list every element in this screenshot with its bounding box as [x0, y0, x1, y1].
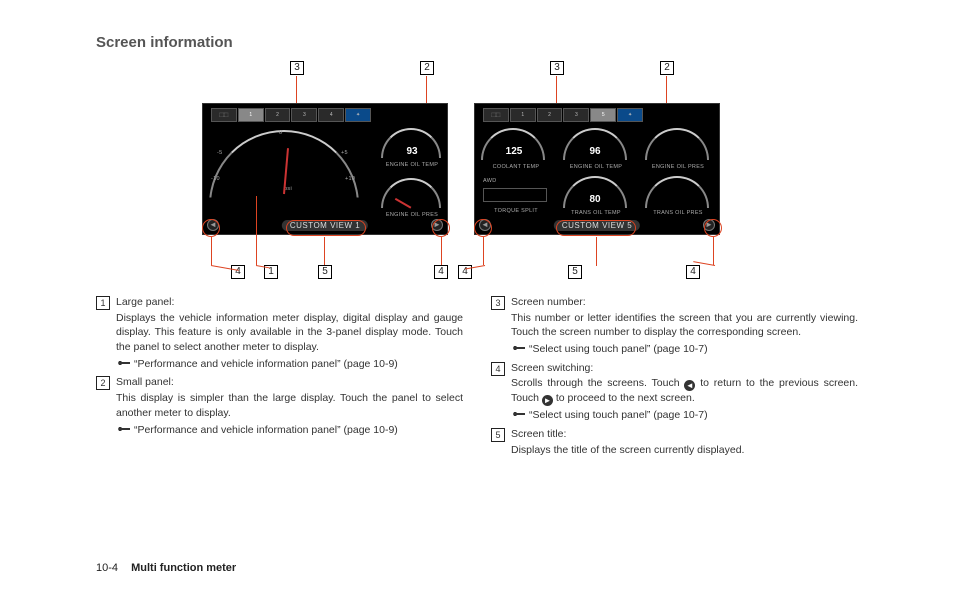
- page-number: 10-4: [96, 562, 118, 574]
- item-number: 4: [491, 362, 505, 376]
- next-arrow-icon: ►: [542, 395, 553, 406]
- cross-reference: “Select using touch panel” (page 10-7): [511, 342, 858, 357]
- item-desc: Displays the vehicle information meter d…: [116, 311, 463, 355]
- gauge-small[interactable]: [645, 176, 709, 240]
- gauge-tick: -10: [211, 176, 220, 182]
- page-footer: 10-4 Multi function meter: [96, 562, 236, 574]
- screen-tab[interactable]: ⬚⬚: [211, 108, 237, 122]
- gauge-label: TRANS OIL PRES: [643, 210, 713, 216]
- item-number: 1: [96, 296, 110, 310]
- gauge-value: 96: [575, 146, 615, 157]
- callout-number: 2: [420, 61, 434, 75]
- screen-tab[interactable]: ✦: [617, 108, 643, 122]
- gauge-label: psi: [273, 186, 303, 192]
- gauge-tick: -5: [217, 150, 223, 156]
- list-item: 4 Screen switching: Scrolls through the …: [491, 361, 858, 423]
- gauge-label: TORQUE SPLIT: [481, 208, 551, 214]
- item-desc: This number or letter identifies the scr…: [511, 311, 858, 340]
- gauge-bar[interactable]: [483, 188, 547, 202]
- screen-tabs: ⬚⬚ 1 2 3 4 ✦: [211, 108, 371, 122]
- gauge-label: ENGINE OIL PRES: [379, 212, 445, 218]
- callout-number: 4: [231, 265, 245, 279]
- callout-number: 5: [568, 265, 582, 279]
- gauge-value: 125: [489, 146, 539, 157]
- item-label: Screen title:: [511, 428, 566, 440]
- gauge-tick: 0: [279, 130, 282, 136]
- cross-reference: “Performance and vehicle information pan…: [116, 357, 463, 372]
- gauge-label: COOLANT TEMP: [481, 164, 551, 170]
- screen-tab[interactable]: 3: [563, 108, 589, 122]
- list-item: 5 Screen title: Displays the title of th…: [491, 427, 858, 457]
- screen-tab[interactable]: 3: [291, 108, 317, 122]
- gauge-label: ENGINE OIL TEMP: [379, 162, 445, 168]
- callout-number: 5: [318, 265, 332, 279]
- item-desc: Scrolls through the screens. Touch ◄ to …: [511, 376, 858, 406]
- screen-tab[interactable]: ✦: [345, 108, 371, 122]
- gauge-value: 80: [575, 194, 615, 205]
- column-left: 1 Large panel: Displays the vehicle info…: [96, 295, 463, 462]
- column-right: 3 Screen number: This number or letter i…: [491, 295, 858, 462]
- gauge-value: 93: [399, 146, 425, 157]
- cross-reference: “Select using touch panel” (page 10-7): [511, 408, 858, 423]
- description-columns: 1 Large panel: Displays the vehicle info…: [96, 295, 858, 462]
- callout-number: 3: [290, 61, 304, 75]
- prev-arrow-icon: ◄: [684, 380, 695, 391]
- gauge-label: ENGINE OIL PRES: [643, 164, 713, 170]
- item-desc-part: Scrolls through the screens. Touch: [511, 377, 684, 389]
- item-desc: Displays the title of the screen current…: [511, 443, 858, 458]
- item-desc-part: to proceed to the next screen.: [553, 392, 695, 404]
- section-title: Screen information: [96, 34, 858, 51]
- screen-tab-active[interactable]: 5: [590, 108, 616, 122]
- item-label: Screen number:: [511, 296, 586, 308]
- figure: 3 2 3 2 ⬚⬚ 1 2 3 4 ✦ psi -10 -5: [96, 61, 858, 281]
- display-screenshot-3panel: ⬚⬚ 1 2 3 4 ✦ psi -10 -5 0 +5 +10 93 ENGI…: [202, 103, 448, 235]
- item-number: 5: [491, 428, 505, 442]
- gauge-label: TRANS OIL TEMP: [561, 210, 631, 216]
- screen-tab[interactable]: 4: [318, 108, 344, 122]
- list-item: 3 Screen number: This number or letter i…: [491, 295, 858, 357]
- list-item: 2 Small panel: This display is simpler t…: [96, 375, 463, 437]
- gauge-tick: +10: [345, 176, 355, 182]
- item-label: Small panel:: [116, 376, 174, 388]
- item-desc: This display is simpler than the large d…: [116, 391, 463, 420]
- callout-number: 4: [686, 265, 700, 279]
- gauge-large[interactable]: [209, 130, 359, 280]
- gauge-label: AWD: [483, 178, 497, 184]
- screen-tab[interactable]: 2: [537, 108, 563, 122]
- screen-tab[interactable]: 1: [510, 108, 536, 122]
- item-label: Large panel:: [116, 296, 174, 308]
- display-screenshot-6panel: ⬚⬚ 1 2 3 5 ✦ 125 COOLANT TEMP 96 ENGINE …: [474, 103, 720, 235]
- item-number: 2: [96, 376, 110, 390]
- screen-tab[interactable]: 2: [265, 108, 291, 122]
- callout-number: 2: [660, 61, 674, 75]
- list-item: 1 Large panel: Displays the vehicle info…: [96, 295, 463, 371]
- screen-tab-active[interactable]: 1: [238, 108, 264, 122]
- item-label: Screen switching:: [511, 362, 593, 374]
- gauge-tick: +5: [341, 150, 348, 156]
- section-name: Multi function meter: [131, 562, 236, 574]
- screen-tabs: ⬚⬚ 1 2 3 5 ✦: [483, 108, 643, 122]
- screen-tab[interactable]: ⬚⬚: [483, 108, 509, 122]
- gauge-label: ENGINE OIL TEMP: [561, 164, 631, 170]
- callout-number: 3: [550, 61, 564, 75]
- item-number: 3: [491, 296, 505, 310]
- callout-number: 4: [434, 265, 448, 279]
- cross-reference: “Performance and vehicle information pan…: [116, 423, 463, 438]
